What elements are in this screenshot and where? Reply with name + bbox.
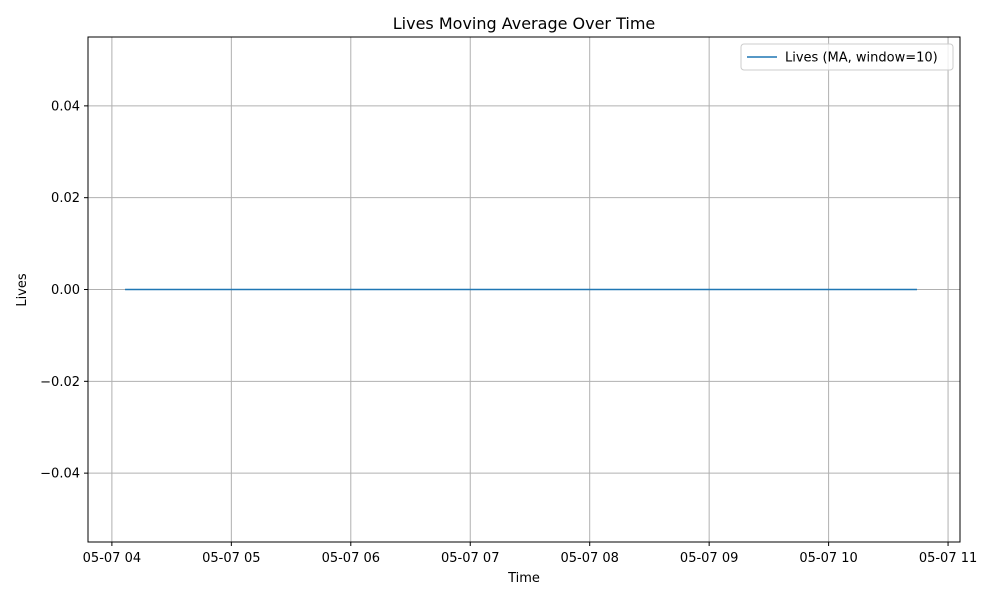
x-tick-label: 05-07 06 bbox=[322, 551, 380, 566]
y-tick-label: 0.04 bbox=[51, 99, 80, 114]
y-tick-label: −0.04 bbox=[40, 467, 80, 482]
x-tick-label: 05-07 10 bbox=[799, 551, 857, 566]
chart-title: Lives Moving Average Over Time bbox=[393, 14, 656, 33]
x-tick-label: 05-07 07 bbox=[441, 551, 499, 566]
legend-label: Lives (MA, window=10) bbox=[785, 51, 938, 66]
legend: Lives (MA, window=10) bbox=[740, 43, 954, 71]
y-tick-label: 0.02 bbox=[51, 191, 80, 206]
legend-box bbox=[740, 43, 954, 71]
x-tick-label: 05-07 11 bbox=[919, 551, 977, 566]
x-tick-label: 05-07 09 bbox=[680, 551, 738, 566]
y-axis-label: Lives bbox=[15, 273, 30, 307]
x-axis-label: Time bbox=[507, 571, 540, 586]
x-tick-label: 05-07 05 bbox=[202, 551, 260, 566]
y-tick-label: 0.00 bbox=[51, 283, 80, 298]
x-tick-label: 05-07 08 bbox=[560, 551, 618, 566]
y-axis-ticks: −0.04 −0.02 0.00 0.02 0.04 bbox=[40, 99, 88, 482]
y-tick-label: −0.02 bbox=[40, 375, 80, 390]
x-axis-ticks: 05-07 04 05-07 05 05-07 06 05-07 07 05-07 08… bbox=[83, 542, 977, 566]
x-tick-label: 05-07 04 bbox=[83, 551, 141, 566]
